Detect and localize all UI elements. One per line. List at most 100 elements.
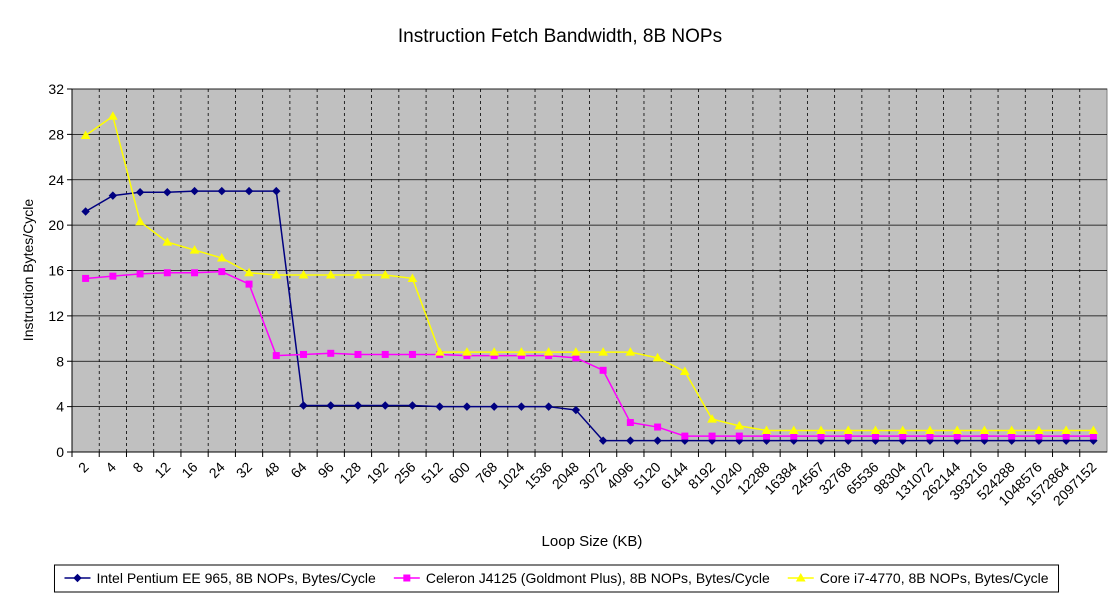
marker (897, 425, 908, 434)
legend: Intel Pentium EE 965, 8B NOPs, Bytes/Cyc… (53, 564, 1060, 593)
marker (517, 402, 526, 411)
legend-label: Celeron J4125 (Goldmont Plus), 8B NOPs, … (426, 570, 770, 586)
marker (135, 188, 145, 197)
legend-box (53, 564, 1060, 593)
marker (1061, 425, 1072, 434)
y-tick-label: 0 (56, 444, 64, 460)
marker (572, 354, 580, 362)
marker (326, 401, 335, 410)
marker (788, 425, 799, 434)
marker (163, 188, 172, 197)
series-line (85, 190, 1094, 442)
marker (763, 432, 771, 440)
legend-label: Intel Pentium EE 965, 8B NOPs, Bytes/Cyc… (96, 570, 376, 586)
y-tick-label: 4 (56, 399, 64, 415)
marker (80, 130, 91, 140)
marker (244, 267, 254, 277)
marker (408, 350, 416, 358)
marker (163, 269, 171, 277)
marker (189, 245, 200, 254)
marker (107, 111, 118, 120)
marker (298, 270, 309, 279)
marker (1062, 432, 1070, 440)
y-axis-label: Instruction Bytes/Cycle (20, 199, 36, 342)
marker (735, 432, 743, 440)
series-line (85, 114, 1094, 432)
y-tick-label: 28 (48, 126, 64, 142)
marker (162, 237, 173, 246)
marker (652, 352, 663, 362)
marker (1089, 432, 1097, 440)
marker (82, 274, 90, 282)
marker (462, 347, 472, 356)
marker (489, 347, 500, 356)
series-line (85, 270, 1094, 437)
marker (571, 405, 581, 415)
marker (543, 347, 554, 356)
marker (136, 270, 144, 278)
marker (598, 347, 608, 356)
marker (953, 432, 961, 440)
marker (435, 402, 444, 411)
marker (135, 216, 145, 226)
x-axis-label: Loop Size (KB) (542, 533, 643, 550)
marker (217, 186, 227, 196)
marker (980, 432, 988, 440)
marker (734, 420, 745, 430)
chart-title: Instruction Fetch Bandwidth, 8B NOPs (398, 26, 722, 47)
marker (190, 186, 199, 196)
marker (327, 349, 335, 357)
marker (679, 366, 690, 375)
marker (1035, 432, 1043, 440)
legend-item: Celeron J4125 (Goldmont Plus), 8B NOPs, … (393, 570, 770, 586)
marker (899, 432, 907, 440)
marker (272, 186, 281, 196)
legend-label: Core i7-4770, 8B NOPs, Bytes/Cycle (820, 570, 1049, 586)
marker (795, 572, 806, 582)
marker (381, 401, 390, 410)
marker (816, 425, 826, 434)
marker (1088, 425, 1099, 434)
y-tick-label: 12 (48, 308, 64, 324)
marker (353, 401, 363, 410)
legend-item: Intel Pentium EE 965, 8B NOPs, Bytes/Cyc… (64, 570, 376, 586)
y-tick-label: 8 (56, 353, 64, 369)
marker (843, 425, 854, 434)
marker (844, 432, 852, 440)
marker (434, 347, 445, 356)
marker (707, 414, 717, 423)
marker (300, 350, 308, 358)
marker (599, 366, 607, 374)
marker (952, 425, 963, 434)
marker (653, 436, 662, 445)
marker (871, 432, 879, 440)
marker (462, 402, 472, 411)
y-tick-label: 16 (48, 263, 64, 279)
marker (408, 401, 417, 410)
marker (381, 350, 389, 358)
marker (925, 425, 935, 434)
marker (354, 350, 362, 358)
marker (654, 423, 662, 431)
marker (403, 574, 411, 582)
marker (216, 253, 227, 262)
y-tick-label: 20 (48, 217, 64, 233)
marker (979, 425, 990, 434)
marker (407, 273, 418, 282)
marker (353, 270, 363, 279)
marker (380, 270, 391, 279)
marker (1008, 432, 1016, 440)
marker (299, 401, 308, 410)
marker (571, 347, 581, 356)
marker (516, 347, 527, 356)
marker (489, 402, 499, 411)
marker (761, 425, 772, 434)
marker (681, 432, 689, 440)
marker (626, 419, 634, 427)
marker (790, 432, 798, 440)
marker (271, 270, 282, 279)
marker (598, 436, 608, 445)
marker (73, 573, 82, 583)
marker (926, 432, 934, 440)
